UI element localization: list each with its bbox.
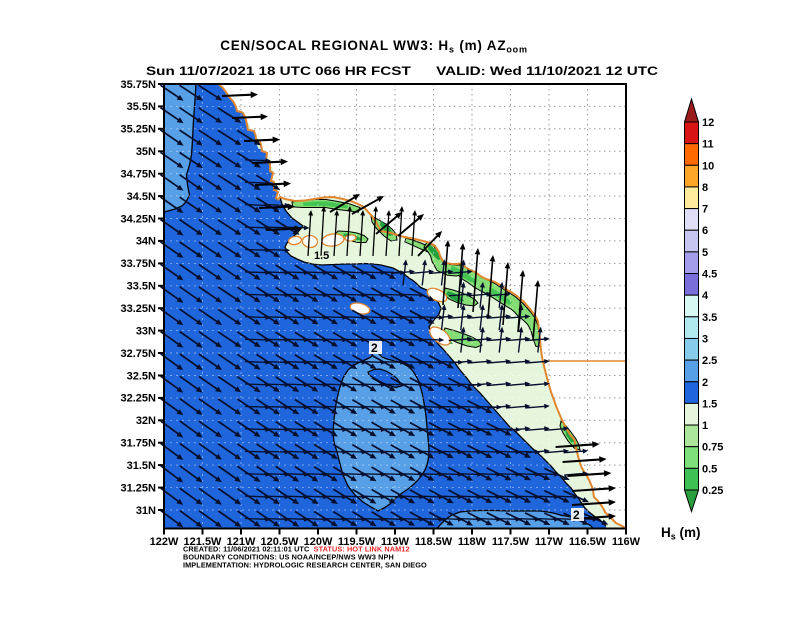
svg-text:11: 11 xyxy=(702,139,714,151)
svg-text:34.25N: 34.25N xyxy=(121,213,157,225)
svg-text:34N: 34N xyxy=(136,236,156,248)
svg-text:117W: 117W xyxy=(535,536,564,548)
svg-text:122W: 122W xyxy=(150,536,179,548)
svg-text:33N: 33N xyxy=(136,325,156,337)
svg-text:33.5N: 33.5N xyxy=(127,281,156,293)
svg-text:35N: 35N xyxy=(136,146,156,158)
svg-text:119W: 119W xyxy=(381,536,410,548)
svg-text:35.25N: 35.25N xyxy=(121,124,157,136)
svg-text:120W: 120W xyxy=(304,536,333,548)
svg-text:32.5N: 32.5N xyxy=(127,370,156,382)
svg-text:118.5W: 118.5W xyxy=(415,536,453,548)
svg-text:0.5: 0.5 xyxy=(702,463,717,475)
svg-text:8: 8 xyxy=(702,182,708,194)
svg-text:4: 4 xyxy=(702,290,709,302)
svg-text:31N: 31N xyxy=(136,505,156,517)
svg-text:12: 12 xyxy=(702,117,714,129)
svg-text:121.5W: 121.5W xyxy=(184,536,223,548)
svg-text:4.5: 4.5 xyxy=(702,269,717,281)
svg-text:5: 5 xyxy=(702,247,708,259)
svg-text:31.25N: 31.25N xyxy=(121,482,157,494)
svg-text:31.5N: 31.5N xyxy=(127,460,156,472)
svg-text:117.5W: 117.5W xyxy=(492,536,530,548)
svg-text:35.5N: 35.5N xyxy=(127,101,156,113)
svg-text:0.25: 0.25 xyxy=(702,485,723,497)
svg-text:Hs (m): Hs (m) xyxy=(661,525,701,542)
svg-text:0.75: 0.75 xyxy=(702,442,723,454)
svg-text:32.75N: 32.75N xyxy=(121,348,157,360)
svg-text:1.5: 1.5 xyxy=(702,398,717,410)
svg-text:116.5W: 116.5W xyxy=(569,536,607,548)
svg-text:121W: 121W xyxy=(227,536,256,548)
svg-text:32N: 32N xyxy=(136,415,156,427)
svg-text:10: 10 xyxy=(702,160,714,172)
svg-text:Sun 11/07/2021 18 UTC 066 HR F: Sun 11/07/2021 18 UTC 066 HR FCST VALID:… xyxy=(146,64,658,78)
svg-text:33.25N: 33.25N xyxy=(121,303,157,315)
svg-text:1.5: 1.5 xyxy=(314,250,329,262)
svg-text:2: 2 xyxy=(371,341,378,355)
svg-text:2: 2 xyxy=(573,508,580,522)
svg-text:CEN/SOCAL REGIONAL WW3: Hs (m): CEN/SOCAL REGIONAL WW3: Hs (m) AZoom xyxy=(220,38,528,55)
svg-text:35.75N: 35.75N xyxy=(121,79,157,91)
svg-text:34.75N: 34.75N xyxy=(121,169,157,181)
svg-text:3.5: 3.5 xyxy=(702,312,717,324)
svg-text:CREATED: 11/06/2021 02:11:01 U: CREATED: 11/06/2021 02:11:01 UTC STATUS:… xyxy=(183,545,410,554)
svg-text:IMPLEMENTATION: HYDROLOGIC RES: IMPLEMENTATION: HYDROLOGIC RESEARCH CENT… xyxy=(183,561,427,570)
svg-text:34.5N: 34.5N xyxy=(127,191,156,203)
svg-text:6: 6 xyxy=(702,225,708,237)
svg-text:2: 2 xyxy=(702,377,708,389)
svg-text:116W: 116W xyxy=(612,536,641,548)
svg-text:33.75N: 33.75N xyxy=(121,258,157,270)
svg-text:119.5W: 119.5W xyxy=(338,536,376,548)
svg-text:3: 3 xyxy=(702,334,708,346)
svg-text:2.5: 2.5 xyxy=(702,355,717,367)
svg-text:BOUNDARY CONDITIONS: US NOAA/N: BOUNDARY CONDITIONS: US NOAA/NCEP/NWS WW… xyxy=(183,553,394,562)
svg-text:31.75N: 31.75N xyxy=(121,438,157,450)
svg-text:118W: 118W xyxy=(458,536,487,548)
svg-text:7: 7 xyxy=(702,204,708,216)
svg-text:120.5W: 120.5W xyxy=(261,536,300,548)
svg-text:1: 1 xyxy=(702,420,708,432)
svg-text:32.25N: 32.25N xyxy=(121,393,157,405)
